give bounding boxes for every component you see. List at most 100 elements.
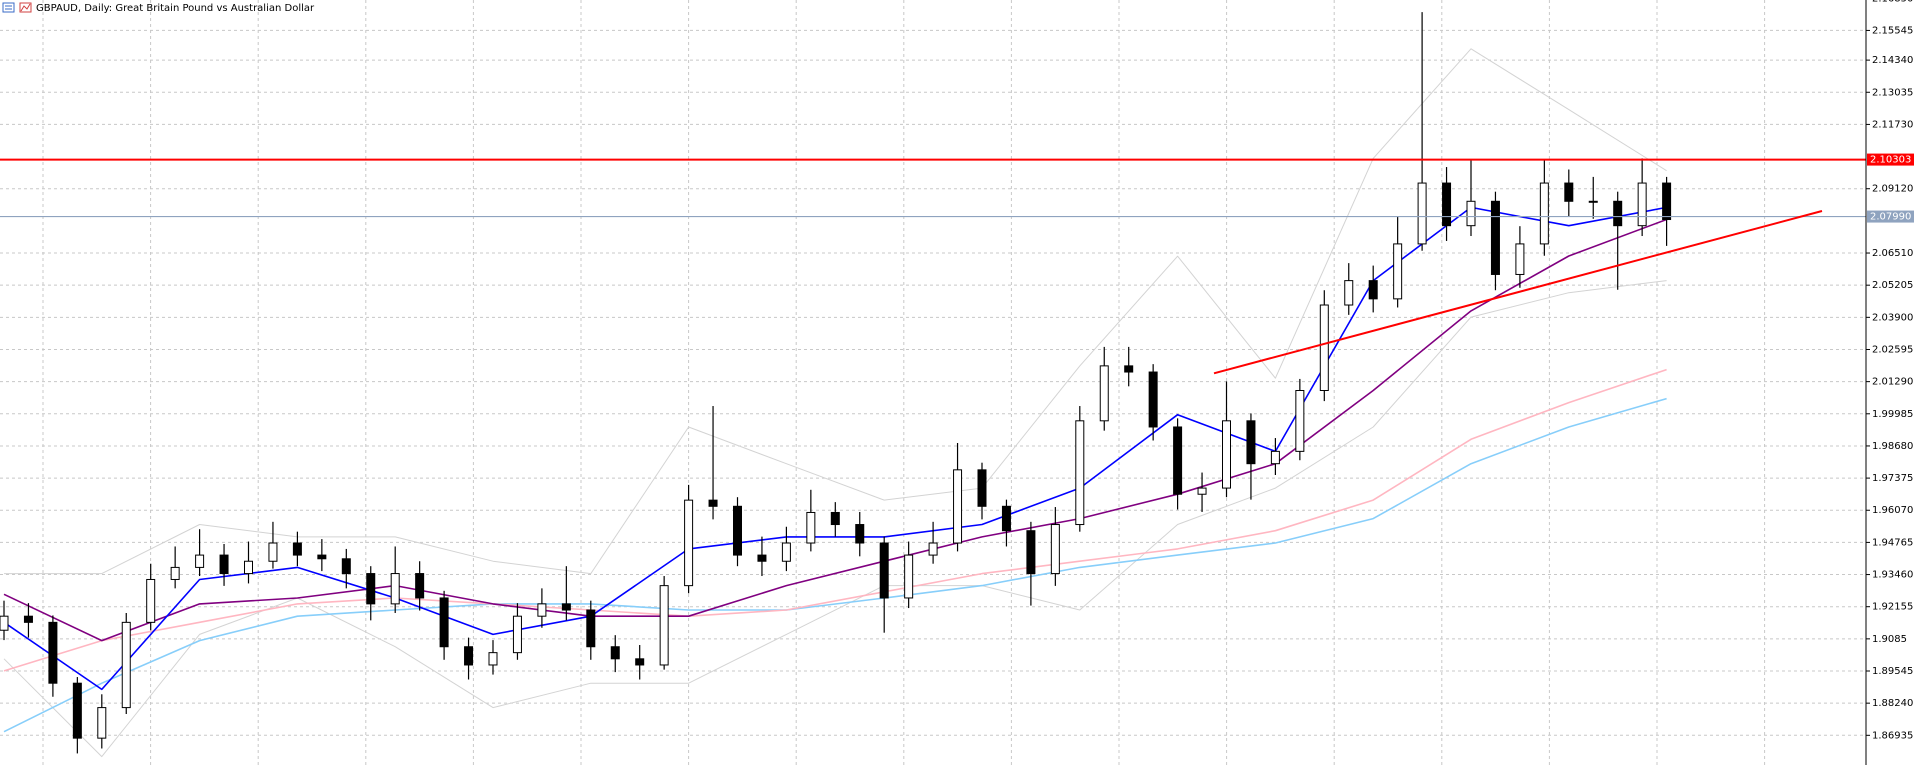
price-axis-labels: 1.86935 1.88240 1.89545 1.9085 1.92155 1.9346… (1866, 0, 1914, 741)
indicator-line (3, 368, 1667, 672)
candle-body (1319, 304, 1329, 392)
candle-body (415, 573, 425, 599)
candle-body (1099, 365, 1109, 422)
y-tick-label: 2.06510 (1872, 248, 1913, 259)
candle-body (928, 542, 938, 556)
y-tick-label: 1.98680 (1872, 441, 1913, 452)
candle-body (1222, 420, 1231, 489)
candle-body (0, 615, 9, 631)
candle-body (292, 542, 302, 556)
candle-body (464, 646, 474, 666)
y-tick-label: 1.99985 (1872, 409, 1913, 420)
candle-body (953, 469, 963, 544)
price-axis (1866, 0, 1914, 765)
candle-body (708, 499, 718, 507)
last-price-box (1867, 210, 1914, 223)
candle-body (1344, 280, 1354, 306)
y-tick-label: 1.93460 (1872, 570, 1913, 581)
y-tick-label: 1.9085 (1872, 634, 1907, 645)
candle-body (23, 615, 33, 623)
candle-body (121, 621, 131, 709)
candle-body (72, 682, 82, 739)
candle-body (610, 646, 620, 660)
candle-body (244, 560, 253, 575)
candle-body (219, 554, 229, 575)
candle-body (855, 524, 865, 544)
level-label-box (1867, 153, 1914, 166)
y-tick-label: 1.86935 (1872, 730, 1913, 741)
candle-body (317, 554, 327, 560)
candle-body (537, 603, 547, 617)
grid (0, 0, 1866, 765)
candle-body (806, 511, 816, 544)
indicator-line (4, 48, 1667, 575)
level-label: 2.10303 (1870, 155, 1911, 166)
y-tick-label: 2.15545 (1872, 25, 1913, 36)
candle-body (1197, 487, 1207, 495)
candle-body (195, 554, 205, 568)
candle-body (1490, 200, 1500, 275)
candle-body (1368, 280, 1378, 300)
candle-body (977, 469, 987, 507)
candle-body (1613, 200, 1623, 227)
y-tick-label: 1.97375 (1872, 473, 1913, 484)
y-tick-label: 1.89545 (1872, 666, 1913, 677)
candle-body (586, 609, 596, 648)
candle-body (1442, 182, 1452, 227)
y-tick-label: 2.14340 (1872, 55, 1913, 66)
candle-body (1637, 182, 1647, 227)
candle-body (1026, 530, 1036, 575)
y-tick-label: 2.05205 (1872, 280, 1913, 291)
candle-body (1246, 420, 1256, 465)
candle-body (830, 511, 840, 526)
icon-list[interactable] (2, 2, 15, 13)
indicator-line (3, 206, 1667, 691)
indicator-line (3, 397, 1667, 733)
y-tick-label: 2.03900 (1872, 312, 1913, 323)
y-tick-label: 2.01290 (1872, 377, 1913, 388)
chart-title: GBPAUD, Daily: Great Britain Pound vs Au… (36, 3, 315, 14)
candle-body (1588, 200, 1598, 203)
candle-body (1564, 182, 1574, 202)
candle-body (1124, 365, 1134, 373)
y-tick-label: 1.94765 (1872, 537, 1913, 548)
candle-body (1417, 182, 1427, 245)
candle-body (170, 566, 180, 580)
trendline (1213, 210, 1823, 375)
symbol-header: GBPAUD, Daily: Great Britain Pound vs Au… (2, 2, 315, 14)
candle-body (97, 707, 107, 739)
y-tick-label: 2.09120 (1872, 184, 1913, 195)
candle-body (1295, 390, 1305, 452)
candle-body (488, 652, 498, 666)
candle-body (1515, 243, 1525, 275)
candle-body (439, 597, 449, 648)
candle-body (781, 542, 791, 562)
last-price-label: 2.07990 (1870, 212, 1911, 223)
indicator-line (3, 218, 1667, 642)
candle-body (1270, 450, 1280, 465)
candle-body (1393, 243, 1403, 300)
candle-body (366, 573, 376, 605)
candle-body (512, 615, 522, 654)
icon-line (20, 3, 31, 12)
candle-body (1662, 182, 1672, 221)
plot (0, 12, 1866, 758)
y-tick-label: 1.92155 (1872, 602, 1913, 613)
candle-body (635, 658, 645, 666)
y-tick-label: 1.88240 (1872, 698, 1913, 709)
candle-body (1001, 505, 1011, 532)
candle-body (1173, 426, 1183, 495)
candle-body (757, 554, 767, 562)
y-tick-label: 2.02595 (1872, 344, 1913, 355)
candle-body (268, 542, 278, 562)
candle-body (390, 573, 400, 605)
candle-body (146, 578, 156, 623)
candle-body (904, 554, 914, 599)
y-tick-label: 2.13035 (1872, 87, 1913, 98)
candle-body (561, 603, 571, 611)
y-tick-label: 1.96070 (1872, 505, 1913, 516)
candle-body (341, 558, 351, 575)
candle-body (659, 585, 669, 666)
